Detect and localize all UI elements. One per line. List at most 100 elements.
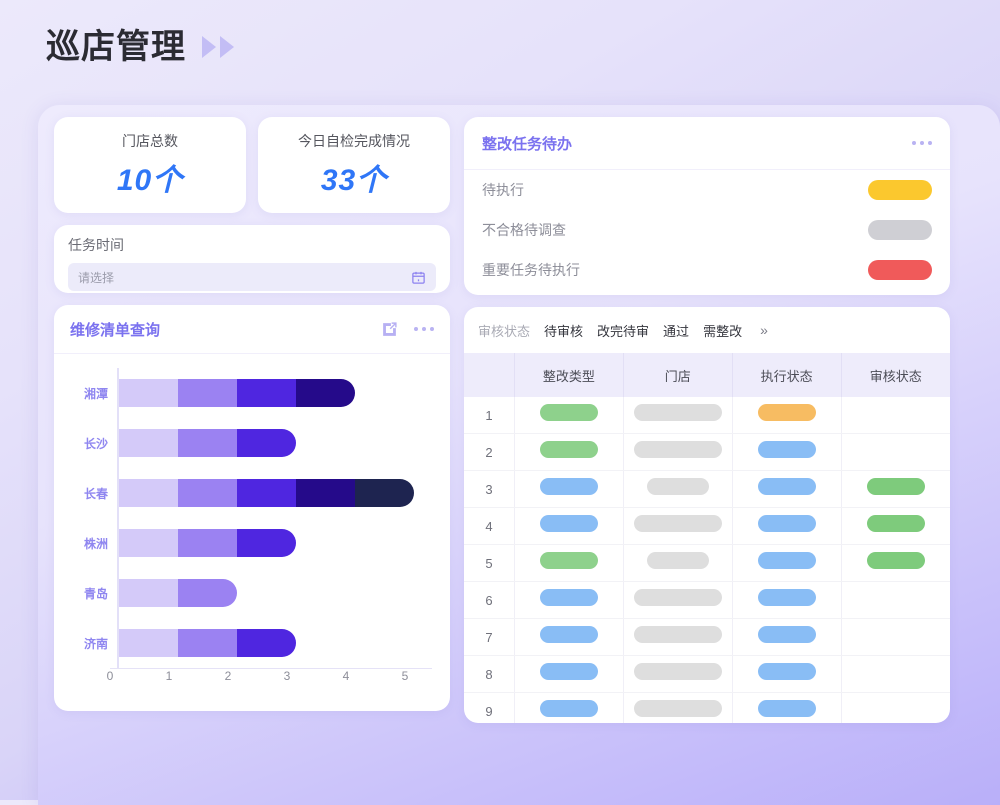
cell-pill [866,515,925,532]
column-header-整改类型: 整改类型 [514,353,624,397]
table-row[interactable]: 1 [464,397,950,434]
filter-option-待审核[interactable]: 待审核 [544,323,584,339]
external-link-icon[interactable] [381,321,398,338]
table-row[interactable]: 5 [464,544,950,582]
bar-category-label: 青岛 [83,586,108,601]
cell-pill [757,404,816,421]
stacked-bar[interactable] [119,629,296,657]
cell-pill [757,700,816,717]
filter-overflow-icon[interactable]: » [760,322,768,338]
cell-pill [633,663,722,680]
cell-store [623,655,733,693]
cell-rectify-type [514,507,624,545]
triangle-right-icon [220,36,234,58]
bar-chart-row: 青岛 [68,568,432,618]
bar-segment [237,429,296,457]
page-title: 巡店管理 [46,28,186,66]
bar-segment [119,629,178,657]
right-column: 整改任务待办 待执行 不合格待调查 重要任务待执行 审核状态 待审核 改完待审 通过 需整改… [464,117,950,723]
filter-option-通过[interactable]: 通过 [663,323,690,339]
todo-row[interactable]: 不合格待调查 [464,210,950,250]
bar-chart-row: 长春 [68,468,432,518]
table-row[interactable]: 7 [464,618,950,656]
todo-row[interactable]: 重要任务待执行 [464,250,950,290]
table-row[interactable]: 9 [464,692,950,723]
filter-option-需整改[interactable]: 需整改 [703,323,743,339]
bar-category-label: 长沙 [83,436,108,451]
stacked-bar[interactable] [119,429,296,457]
status-badge [868,180,932,200]
table-row[interactable]: 4 [464,507,950,545]
bar-track [117,418,432,468]
row-index: 8 [464,655,515,693]
filter-option-改完待审[interactable]: 改完待审 [597,323,650,339]
cell-audit-status [841,655,950,693]
bar-segment [119,379,178,407]
table-header-row: 整改类型 门店 执行状态 审核状态 [464,353,950,397]
x-tick-label: 5 [401,669,409,683]
bar-segment [178,379,237,407]
calendar-icon[interactable] [411,270,426,285]
bar-category-label: 株洲 [83,536,108,551]
cell-exec-status [732,397,842,434]
stacked-bar[interactable] [119,379,355,407]
cell-rectify-type [514,470,624,508]
cell-exec-status [732,544,842,582]
cell-pill [539,441,598,458]
bar-segment [237,529,296,557]
cell-audit-status [841,507,950,545]
bar-chart-row: 湘潭 [68,368,432,418]
task-time-card: 任务时间 请选择 [54,225,450,293]
cell-pill [633,441,722,458]
bar-segment [237,479,296,507]
more-dots-icon[interactable] [912,141,932,145]
stat-card-today-selfcheck[interactable]: 今日自检完成情况 33个 [258,117,450,213]
table-row[interactable]: 8 [464,655,950,693]
cell-pill [539,589,598,606]
todo-row[interactable]: 待执行 [464,170,950,210]
cell-audit-status [841,397,950,434]
bar-track [117,568,432,618]
chart-axis-line [68,668,432,669]
cell-pill [757,441,816,458]
cell-pill [757,552,816,569]
cell-pill [633,626,722,643]
x-tick-label: 3 [283,669,291,683]
filter-bar: 审核状态 待审核 改完待审 通过 需整改 » [464,307,950,353]
row-index: 9 [464,692,515,723]
cell-pill [757,515,816,532]
cell-pill [646,478,709,495]
cell-exec-status [732,692,842,723]
row-index: 6 [464,581,515,619]
task-time-input[interactable]: 请选择 [68,263,436,291]
cell-audit-status [841,544,950,582]
cell-store [623,618,733,656]
repair-list-chart-card: 维修清单查询 湘潭 长沙 长春 株洲 青岛 济南 0 1 2 3 4 5 [54,305,450,711]
stacked-bar[interactable] [119,579,237,607]
table-row[interactable]: 6 [464,581,950,619]
row-index: 4 [464,507,515,545]
stat-value: 10个 [116,164,184,197]
stacked-bar[interactable] [119,479,414,507]
cell-audit-status [841,692,950,723]
x-tick-label: 1 [165,669,173,683]
bar-track [117,618,432,668]
triangle-right-icon [202,36,216,58]
bar-segment [237,629,296,657]
cell-audit-status [841,470,950,508]
todo-row-list: 待执行 不合格待调查重要任务待执行 [464,170,950,290]
bar-segment [119,529,178,557]
bar-segment [119,579,178,607]
cell-pill [539,552,598,569]
stacked-bar[interactable] [119,529,296,557]
chart-card-header: 维修清单查询 [54,305,450,354]
cell-store [623,397,733,434]
stat-card-store-total[interactable]: 门店总数 10个 [54,117,246,213]
todo-row-label: 重要任务待执行 [482,262,580,278]
table-row[interactable]: 2 [464,433,950,471]
more-dots-icon[interactable] [414,327,434,331]
left-column: 门店总数 10个 今日自检完成情况 33个 任务时间 请选择 [54,117,450,723]
table-row[interactable]: 3 [464,470,950,508]
